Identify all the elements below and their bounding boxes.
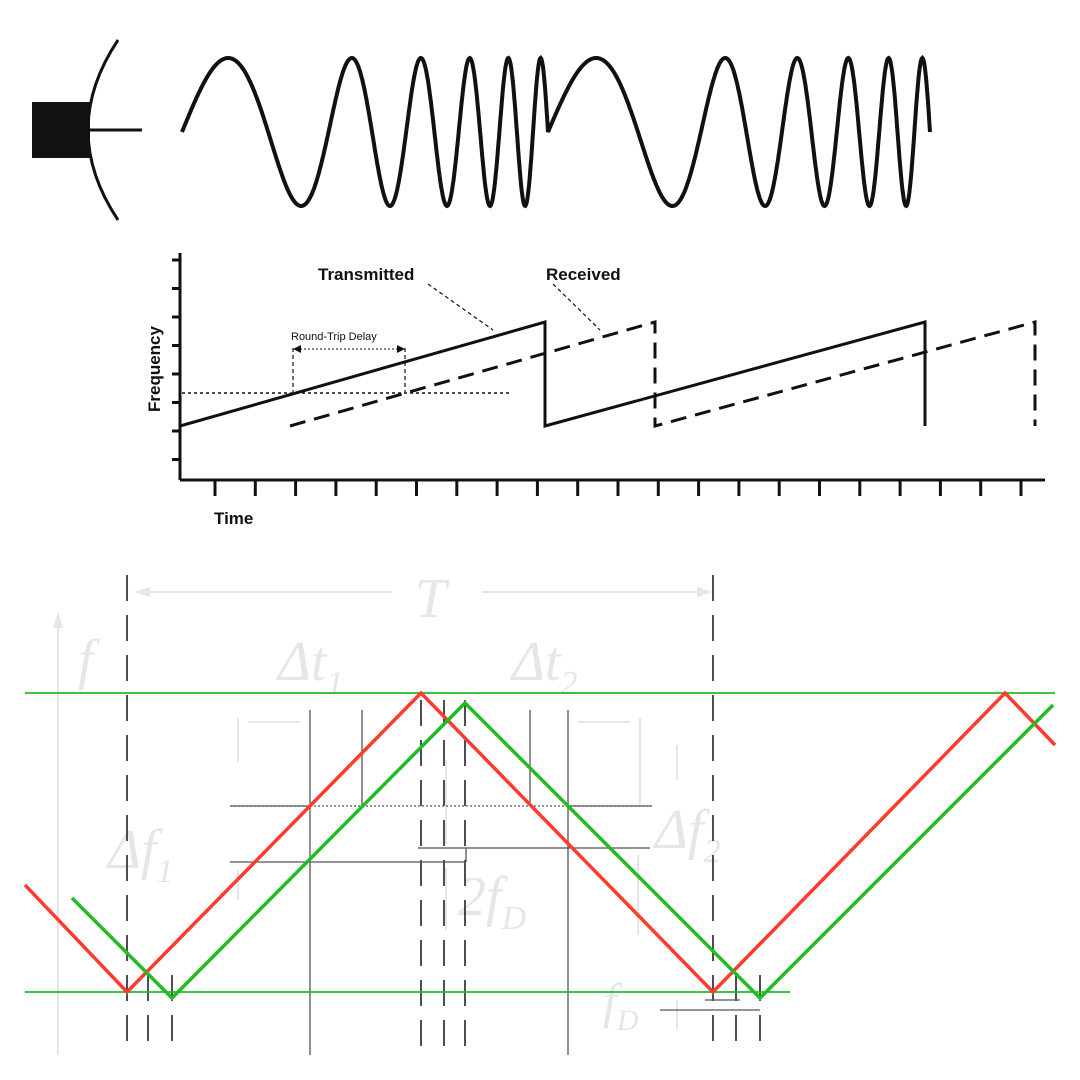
transmitted-series [179,320,927,428]
transmitted-triangle-series [23,690,1057,995]
round-trip-delay-label: Round-Trip Delay [291,331,377,343]
delta-f2-label: Δf2 [653,799,720,870]
triangular-diagram: T f Δt1 Δt2 Δf1 Δf2 2fD fD [23,568,1057,1055]
delta-t1-label: Δt1 [276,631,343,702]
received-series [289,320,1037,428]
frequency-symbol: f [78,629,101,691]
time-axis-label: Time [214,509,253,528]
antenna-icon [32,39,142,221]
transmitted-leader-line [427,283,494,331]
fd-label: fD [603,973,639,1037]
delta-t2-label: Δt2 [510,631,577,702]
received-label: Received [546,265,621,284]
transmitted-label: Transmitted [318,265,414,284]
delta-f1-label: Δf1 [106,819,173,890]
chirp-waveform [180,54,932,209]
faint-annotations [53,587,713,1055]
frequency-axis-label: Frequency [145,325,164,412]
sawtooth-chart: Round-Trip Delay Transmitted Received Ti… [145,253,1045,528]
two-fd-label: 2fD [458,866,527,937]
received-leader-line [552,283,601,331]
dashed-marker-lines [126,575,761,1055]
round-trip-delay-bracket [292,345,406,392]
received-triangle-series [70,700,1055,1001]
period-symbol: T [415,568,450,630]
